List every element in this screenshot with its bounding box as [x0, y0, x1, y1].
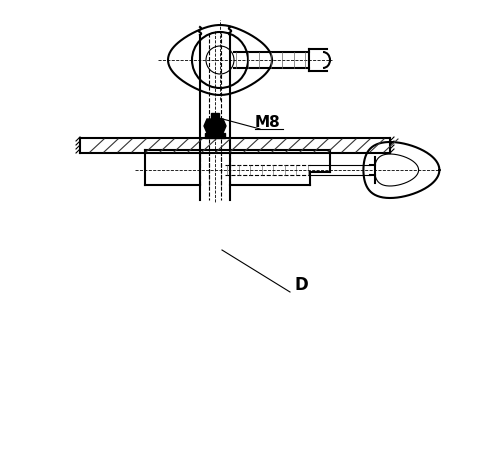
Text: D: D [295, 276, 309, 294]
Bar [205, 133, 225, 138]
Polygon shape [204, 119, 226, 133]
Bar [211, 113, 219, 119]
Text: M8: M8 [255, 115, 281, 130]
